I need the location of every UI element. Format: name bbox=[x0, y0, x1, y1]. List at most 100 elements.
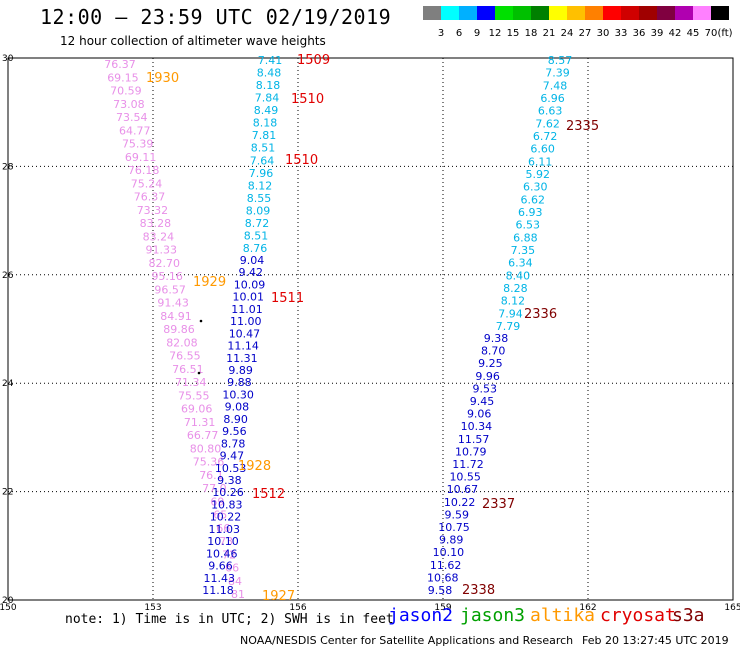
lat-tick-label: 20 bbox=[2, 596, 14, 606]
east-blue-track-value: 9.58 bbox=[428, 584, 453, 597]
colorbar-swatch bbox=[711, 6, 729, 20]
pass-time-label: 1927 bbox=[262, 589, 295, 604]
pass-time-label: 1928 bbox=[238, 459, 271, 474]
colorbar-swatch bbox=[423, 6, 441, 20]
blue-track-value: 10.47 bbox=[229, 327, 261, 340]
pass-time-label: 1510 bbox=[291, 92, 324, 107]
colorbar-swatch bbox=[603, 6, 621, 20]
blue-track-value: 10.09 bbox=[234, 278, 266, 291]
east-blue-track-value: 9.96 bbox=[475, 370, 500, 383]
east-blue-track-value: 10.75 bbox=[438, 521, 470, 534]
pink-track-value: 82.70 bbox=[149, 257, 181, 270]
blue-track-value: 11.43 bbox=[204, 572, 236, 585]
cyan-track-value: 7.41 bbox=[258, 54, 283, 67]
pass-time-label: 1929 bbox=[193, 275, 226, 290]
pink-track-value: 82.08 bbox=[166, 336, 198, 349]
east-cyan-track-value: 8.57 bbox=[548, 54, 573, 67]
east-cyan-track-value: 6.96 bbox=[540, 92, 565, 105]
pass-time-label: 1512 bbox=[252, 487, 285, 502]
pink-track-value: 84 bbox=[228, 575, 242, 588]
colorbar-label: 36 bbox=[632, 28, 646, 39]
blue-track-value: 10.30 bbox=[222, 388, 254, 401]
blue-track-value: 9.56 bbox=[222, 425, 247, 438]
east-cyan-track-value: 7.62 bbox=[535, 117, 560, 130]
lat-tick-label: 28 bbox=[2, 162, 14, 172]
cyan-track-value: 8.18 bbox=[253, 117, 278, 130]
blue-track-value: 10.53 bbox=[215, 462, 247, 475]
cyan-track-value: 8.09 bbox=[246, 204, 271, 217]
east-cyan-track-value: 7.94 bbox=[498, 307, 523, 320]
island-dot bbox=[197, 371, 201, 375]
colorbar-swatch bbox=[567, 6, 585, 20]
lat-tick-label: 22 bbox=[2, 488, 13, 498]
cyan-track-value: 8.55 bbox=[247, 192, 272, 205]
blue-track-value: 10.83 bbox=[211, 498, 243, 511]
cyan-track-value: 8.48 bbox=[257, 67, 282, 80]
east-cyan-track-value: 6.11 bbox=[528, 155, 553, 168]
pink-track-value: 71.31 bbox=[184, 416, 216, 429]
east-blue-track-value: 9.45 bbox=[470, 395, 495, 408]
legend-altika: altika bbox=[530, 605, 596, 626]
east-cyan-track-value: 6.60 bbox=[530, 143, 555, 156]
cyan-track-value: 8.49 bbox=[254, 104, 279, 117]
blue-track-value: 10.46 bbox=[206, 547, 238, 560]
pink-track-value: 91.43 bbox=[157, 297, 189, 310]
blue-track-value: 8.78 bbox=[221, 437, 246, 450]
east-blue-track-value: 11.57 bbox=[458, 433, 490, 446]
colorbar-label: 33 bbox=[614, 28, 628, 39]
legend-s3a: s3a bbox=[672, 605, 705, 626]
lat-tick-label: 24 bbox=[2, 379, 14, 389]
blue-track-value: 11.01 bbox=[231, 303, 263, 316]
pink-track-value: 65 bbox=[213, 509, 227, 522]
colorbar-label: 70 bbox=[704, 28, 718, 39]
pass-time-label: 1509 bbox=[297, 53, 330, 68]
pass-time-label: 2336 bbox=[524, 307, 557, 322]
colorbar-swatch bbox=[549, 6, 567, 20]
page-subtitle: 12 hour collection of altimeter wave hei… bbox=[60, 34, 326, 48]
east-blue-track-value: 10.55 bbox=[449, 471, 481, 484]
lon-tick-label: 159 bbox=[434, 603, 451, 613]
pass-time-label: 1510 bbox=[285, 153, 318, 168]
pink-track-value: 80.80 bbox=[190, 442, 222, 455]
cyan-track-value: 7.64 bbox=[250, 154, 275, 167]
pink-track-value: 91.33 bbox=[146, 244, 178, 257]
colorbar-label: 9 bbox=[473, 28, 481, 39]
east-blue-track-value: 8.70 bbox=[481, 345, 506, 358]
units-note: note: 1) Time is in UTC; 2) SWH is in fe… bbox=[65, 612, 394, 627]
pink-track-value: 73.54 bbox=[116, 111, 148, 124]
colorbar-label: 6 bbox=[455, 28, 463, 39]
east-cyan-track-value: 8.12 bbox=[501, 295, 526, 308]
east-blue-track-value: 9.59 bbox=[445, 508, 470, 521]
blue-track-value: 9.66 bbox=[208, 560, 233, 573]
blue-track-value: 9.88 bbox=[227, 376, 252, 389]
pink-track-value: 96.57 bbox=[154, 283, 186, 296]
east-blue-track-value: 10.68 bbox=[427, 571, 459, 584]
cyan-track-value: 8.72 bbox=[245, 217, 270, 230]
cyan-track-value: 8.76 bbox=[243, 242, 268, 255]
blue-track-value: 10.01 bbox=[232, 291, 264, 304]
blue-track-value: 10.10 bbox=[207, 535, 239, 548]
pink-track-value: 76.51 bbox=[172, 363, 204, 376]
colorbar-swatch bbox=[495, 6, 513, 20]
pink-track-value: 69.11 bbox=[125, 151, 157, 164]
pass-time-label: 2335 bbox=[566, 119, 599, 134]
blue-track-value: 9.42 bbox=[238, 266, 263, 279]
east-cyan-track-value: 6.93 bbox=[518, 206, 543, 219]
pink-track-value: 81 bbox=[231, 588, 245, 601]
blue-track-value: 11.18 bbox=[202, 584, 234, 597]
pink-track-value: 69.06 bbox=[181, 403, 213, 416]
legend-cryosat: cryosat bbox=[600, 605, 676, 626]
pink-track-value: 73.08 bbox=[113, 98, 145, 111]
pink-track-value: 66.77 bbox=[187, 429, 219, 442]
east-blue-track-value: 9.06 bbox=[467, 408, 492, 421]
pink-track-value: 75.36 bbox=[193, 456, 225, 469]
blue-track-value: 9.04 bbox=[240, 254, 265, 267]
page-title: 12:00 – 23:59 UTC 02/19/2019 bbox=[40, 5, 392, 29]
east-cyan-track-value: 6.72 bbox=[533, 130, 558, 143]
east-cyan-track-value: 7.48 bbox=[543, 79, 568, 92]
blue-track-value: 10.22 bbox=[210, 511, 242, 524]
cyan-track-value: 8.12 bbox=[248, 179, 273, 192]
colorbar-label: (ft) bbox=[717, 28, 733, 39]
pink-track-value: 72 bbox=[222, 548, 236, 561]
pink-track-value: 66 bbox=[216, 522, 230, 535]
